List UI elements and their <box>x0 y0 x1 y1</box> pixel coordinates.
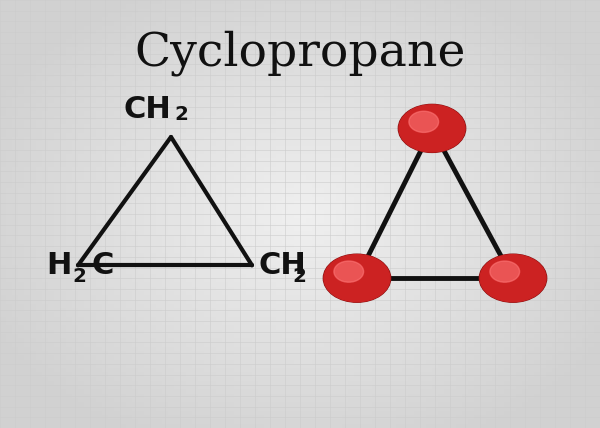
Circle shape <box>479 254 547 302</box>
Text: H: H <box>47 251 72 280</box>
Circle shape <box>398 104 466 152</box>
Text: CH: CH <box>258 251 306 280</box>
Circle shape <box>409 111 439 132</box>
Text: CH: CH <box>123 95 171 124</box>
Circle shape <box>323 254 391 302</box>
Text: Cyclopropane: Cyclopropane <box>134 30 466 76</box>
Circle shape <box>334 261 364 282</box>
Text: 2: 2 <box>174 105 188 124</box>
Text: 2: 2 <box>73 267 86 285</box>
Circle shape <box>324 255 390 302</box>
Text: 2: 2 <box>293 267 307 285</box>
Circle shape <box>480 255 546 302</box>
Circle shape <box>399 105 465 152</box>
Circle shape <box>490 261 520 282</box>
Text: C: C <box>92 251 114 280</box>
